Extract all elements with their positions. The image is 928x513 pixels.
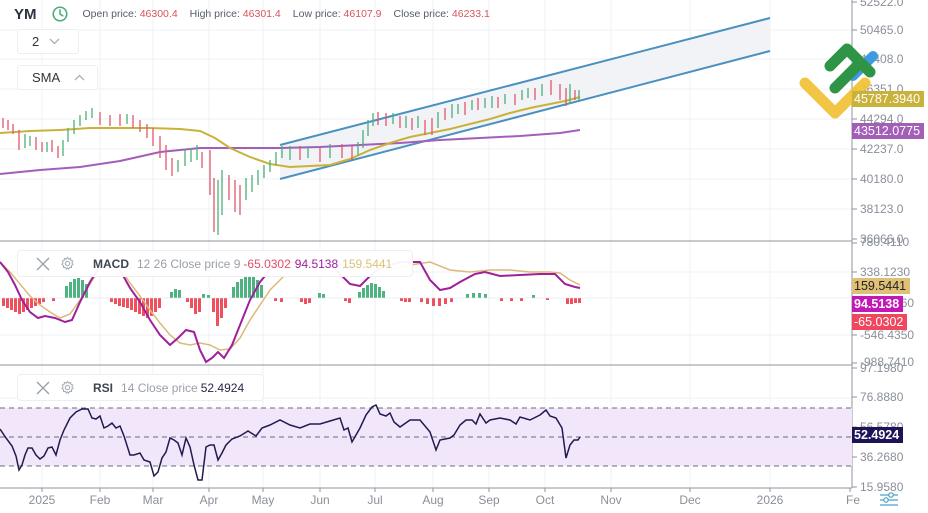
- macd-histogram-tag: -65.0302: [852, 314, 908, 330]
- price-tick: 44294.0: [860, 112, 904, 126]
- sma-label: SMA: [32, 70, 61, 85]
- brand-logo-icon: [799, 43, 878, 119]
- macd-signal-value: 159.5441: [342, 256, 393, 271]
- ohlc-close: Close price: 46233.1: [393, 8, 490, 20]
- time-tick: May: [252, 493, 275, 507]
- rsi-tick: 36.2680: [860, 450, 904, 464]
- time-tick: 2025: [29, 493, 56, 507]
- rsi-value: 52.4924: [200, 380, 245, 395]
- sma-fast-line: [0, 96, 581, 169]
- ohlc-low: Low price: 46107.9: [292, 8, 382, 20]
- interval-dropdown[interactable]: 2: [17, 29, 79, 54]
- macd-tick: 780.4110: [860, 235, 909, 249]
- macd-signal-line: [0, 261, 581, 351]
- price-tick: 38123.0: [860, 202, 904, 216]
- rsi-value-tag: 52.4924: [852, 427, 904, 443]
- time-tick: Fe: [846, 493, 860, 507]
- price-tick: 40180.0: [860, 172, 904, 186]
- macd-signal-tag: 159.5441: [852, 278, 911, 294]
- price-tick: 36066.0: [860, 232, 904, 246]
- price-tick: 42237.0: [860, 142, 904, 156]
- time-tick: Nov: [600, 493, 621, 507]
- ascending-channel[interactable]: [279, 17, 771, 180]
- rsi-tick: 15.9580: [860, 480, 904, 494]
- time-tick: Oct: [536, 493, 555, 507]
- price-tick: 50465.0: [860, 23, 904, 37]
- price-bars: [2, 80, 580, 235]
- price-tick: 52522.0: [860, 0, 904, 9]
- rsi-legend: RSI 14 Close price 52.4924: [17, 374, 264, 401]
- chevron-down-icon: [49, 38, 60, 45]
- time-tick: Dec: [679, 493, 700, 507]
- macd-histogram: [0, 276, 581, 326]
- price-axis[interactable]: 52522.0 50465.0 48408.0 46351.0 44294.0 …: [852, 0, 904, 246]
- time-tick: 2026: [757, 493, 784, 507]
- rsi-title: RSI: [93, 380, 114, 395]
- rsi-band: [0, 407, 852, 467]
- time-tick: Mar: [143, 493, 164, 507]
- close-icon[interactable]: [36, 381, 50, 395]
- sma-slow-price-tag: 43512.0775: [852, 123, 925, 139]
- macd-title: MACD: [93, 256, 129, 271]
- clock-icon[interactable]: [51, 5, 69, 23]
- time-tick: Feb: [90, 493, 111, 507]
- close-icon[interactable]: [36, 257, 50, 271]
- rsi-tick: 97.1980: [860, 361, 904, 375]
- chevron-up-icon: [74, 74, 85, 81]
- time-tick: Apr: [200, 493, 219, 507]
- time-tick: Jul: [367, 493, 382, 507]
- gear-icon[interactable]: [60, 380, 75, 395]
- macd-params: 12 26 Close price 9: [137, 256, 241, 271]
- macd-tick: -988.7410: [860, 355, 914, 369]
- symbol-label[interactable]: YM: [14, 5, 37, 23]
- macd-line-value: 94.5138: [294, 256, 339, 271]
- rsi-tick: 76.8880: [860, 390, 904, 404]
- macd-legend: MACD 12 26 Close price 9 -65.0302 94.513…: [17, 250, 413, 277]
- macd-histogram-value: -65.0302: [243, 256, 291, 271]
- ohlc-open: Open price: 46300.4: [82, 8, 178, 20]
- ohlc-high: High price: 46301.4: [189, 8, 281, 20]
- time-tick: Sep: [478, 493, 500, 507]
- time-axis[interactable]: 2025 Feb Mar Apr May Jun Jul Aug Sep Oct…: [29, 488, 861, 507]
- macd-line: [0, 260, 581, 364]
- time-tick: Jun: [310, 493, 329, 507]
- gear-icon[interactable]: [60, 256, 75, 271]
- time-tick: Aug: [422, 493, 443, 507]
- rsi-line: [0, 403, 581, 481]
- macd-tick: -546.4350: [860, 328, 914, 342]
- interval-value: 2: [32, 34, 40, 49]
- macd-line-tag: 94.5138: [852, 296, 904, 312]
- macd-tick: 338.1230: [860, 265, 910, 279]
- rsi-params: 14 Close price: [121, 380, 198, 395]
- chart-header: YM Open price: 46300.4 High price: 46301…: [14, 3, 502, 25]
- sliders-icon[interactable]: [878, 491, 900, 507]
- sma-fast-price-tag: 45787.3940: [852, 91, 925, 107]
- sma-indicator-toggle[interactable]: SMA: [17, 65, 98, 90]
